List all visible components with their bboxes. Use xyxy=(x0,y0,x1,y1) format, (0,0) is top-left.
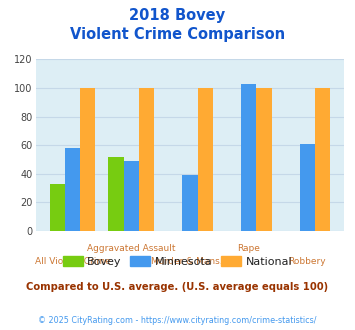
Bar xyxy=(108,157,124,231)
Bar xyxy=(65,148,80,231)
Bar xyxy=(315,88,330,231)
Bar xyxy=(80,88,95,231)
Bar xyxy=(124,161,139,231)
Text: Rape: Rape xyxy=(237,244,260,253)
Bar xyxy=(50,184,65,231)
Text: Compared to U.S. average. (U.S. average equals 100): Compared to U.S. average. (U.S. average … xyxy=(26,282,329,292)
Bar xyxy=(198,88,213,231)
Text: All Violent Crime: All Violent Crime xyxy=(34,257,110,266)
Text: Aggravated Assault: Aggravated Assault xyxy=(87,244,175,253)
Text: 2018 Bovey: 2018 Bovey xyxy=(130,8,225,23)
Bar xyxy=(256,88,272,231)
Text: Robbery: Robbery xyxy=(289,257,326,266)
Legend: Bovey, Minnesota, National: Bovey, Minnesota, National xyxy=(58,251,297,271)
Bar xyxy=(139,88,154,231)
Text: Murder & Mans...: Murder & Mans... xyxy=(151,257,229,266)
Bar xyxy=(182,175,198,231)
Text: © 2025 CityRating.com - https://www.cityrating.com/crime-statistics/: © 2025 CityRating.com - https://www.city… xyxy=(38,316,317,325)
Bar xyxy=(300,144,315,231)
Text: Violent Crime Comparison: Violent Crime Comparison xyxy=(70,27,285,42)
Bar xyxy=(241,84,256,231)
